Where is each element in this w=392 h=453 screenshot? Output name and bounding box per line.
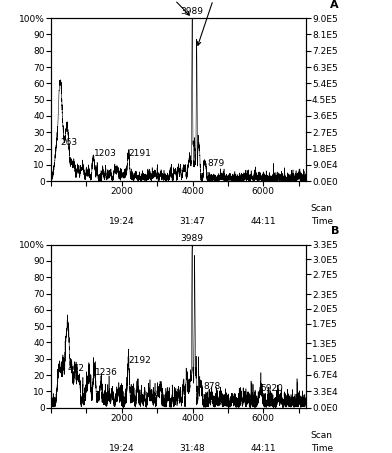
Text: 2191: 2191 bbox=[129, 149, 151, 159]
Text: 263: 263 bbox=[60, 138, 77, 147]
Text: nor-hopane: nor-hopane bbox=[142, 0, 194, 15]
Text: 3989: 3989 bbox=[181, 234, 203, 243]
Text: Scan: Scan bbox=[311, 204, 333, 213]
Text: B: B bbox=[330, 226, 339, 236]
Text: 31:48: 31:48 bbox=[180, 443, 205, 453]
Text: 44:11: 44:11 bbox=[250, 443, 276, 453]
Text: Scan: Scan bbox=[311, 430, 333, 439]
Text: 878: 878 bbox=[203, 382, 220, 391]
Text: 3989: 3989 bbox=[181, 8, 203, 16]
Text: hopane: hopane bbox=[197, 0, 232, 45]
Text: A: A bbox=[330, 0, 339, 10]
Text: 879: 879 bbox=[207, 159, 225, 168]
Text: 2192: 2192 bbox=[129, 357, 151, 365]
Text: 5920: 5920 bbox=[260, 384, 283, 393]
Text: 19:24: 19:24 bbox=[109, 443, 134, 453]
Text: 1203: 1203 bbox=[94, 149, 116, 159]
Text: 31:47: 31:47 bbox=[180, 217, 205, 226]
Text: 1236: 1236 bbox=[95, 368, 118, 377]
Text: Time: Time bbox=[311, 443, 333, 453]
Text: Time: Time bbox=[311, 217, 333, 226]
Text: 44:11: 44:11 bbox=[250, 217, 276, 226]
Text: 462: 462 bbox=[67, 365, 84, 373]
Text: 19:24: 19:24 bbox=[109, 217, 134, 226]
